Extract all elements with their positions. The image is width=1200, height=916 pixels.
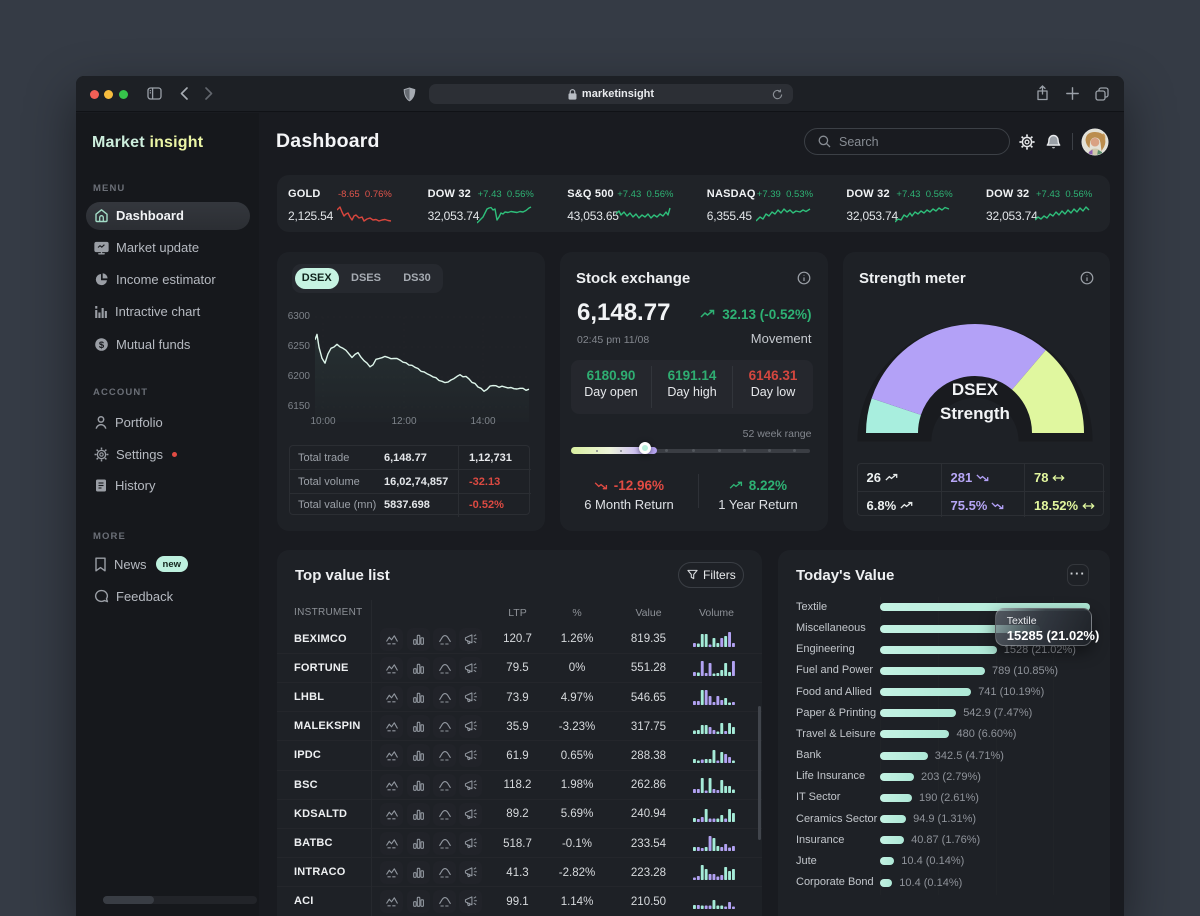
svg-text:$: $ [99,339,105,350]
